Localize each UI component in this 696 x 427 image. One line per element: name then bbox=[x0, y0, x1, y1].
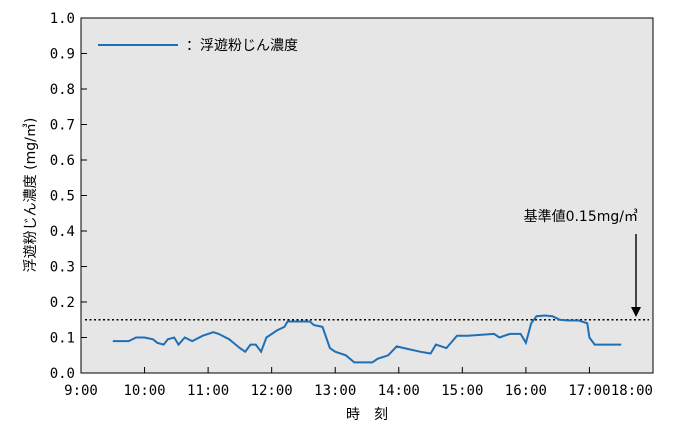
y-tick-label: 0.6 bbox=[50, 153, 75, 169]
y-tick-label: 0.0 bbox=[50, 366, 75, 382]
y-tick-label: 0.8 bbox=[50, 82, 75, 98]
y-axis-ticks: 0.0 0.1 0.2 0.3 0.4 0.5 0.6 0.7 0.8 0.9 1.0 bbox=[50, 11, 87, 382]
y-tick-label: 0.7 bbox=[50, 118, 75, 134]
y-tick-label: 1.0 bbox=[50, 11, 75, 27]
x-tick-label: 17:00 bbox=[568, 383, 610, 399]
x-axis-label: 時 刻 bbox=[346, 407, 388, 423]
y-tick-label: 0.1 bbox=[50, 331, 75, 347]
x-tick-label: 10:00 bbox=[123, 383, 165, 399]
plot-area bbox=[80, 17, 654, 374]
x-tick-label: 11:00 bbox=[187, 383, 229, 399]
x-tick-label: 18:00 bbox=[611, 383, 653, 399]
legend-separator: ： bbox=[186, 38, 200, 54]
reference-label: 基準値0.15mg/㎥ bbox=[524, 208, 638, 225]
legend-label: 浮遊粉じん濃度 bbox=[200, 38, 298, 54]
x-tick-label: 12:00 bbox=[251, 383, 293, 399]
x-tick-label: 16:00 bbox=[505, 383, 547, 399]
y-tick-label: 0.3 bbox=[50, 260, 75, 276]
reference-arrow-head bbox=[631, 307, 641, 317]
y-tick-label: 0.4 bbox=[50, 224, 75, 240]
y-tick-label: 0.5 bbox=[50, 189, 75, 205]
y-tick-label: 0.2 bbox=[50, 295, 75, 311]
x-tick-label: 15:00 bbox=[441, 383, 483, 399]
x-tick-label: 14:00 bbox=[378, 383, 420, 399]
x-tick-label: 9:00 bbox=[64, 383, 98, 399]
legend: ： 浮遊粉じん濃度 bbox=[98, 38, 298, 54]
series-line bbox=[112, 314, 622, 364]
y-axis-label: 浮遊粉じん濃度 (mg/㎥) bbox=[23, 118, 39, 273]
y-tick-label: 0.9 bbox=[50, 47, 75, 63]
x-tick-label: 13:00 bbox=[314, 383, 356, 399]
x-axis-ticks: 9:00 10:00 11:00 12:00 13:00 14:00 15:00 16:00 1… bbox=[64, 367, 654, 399]
